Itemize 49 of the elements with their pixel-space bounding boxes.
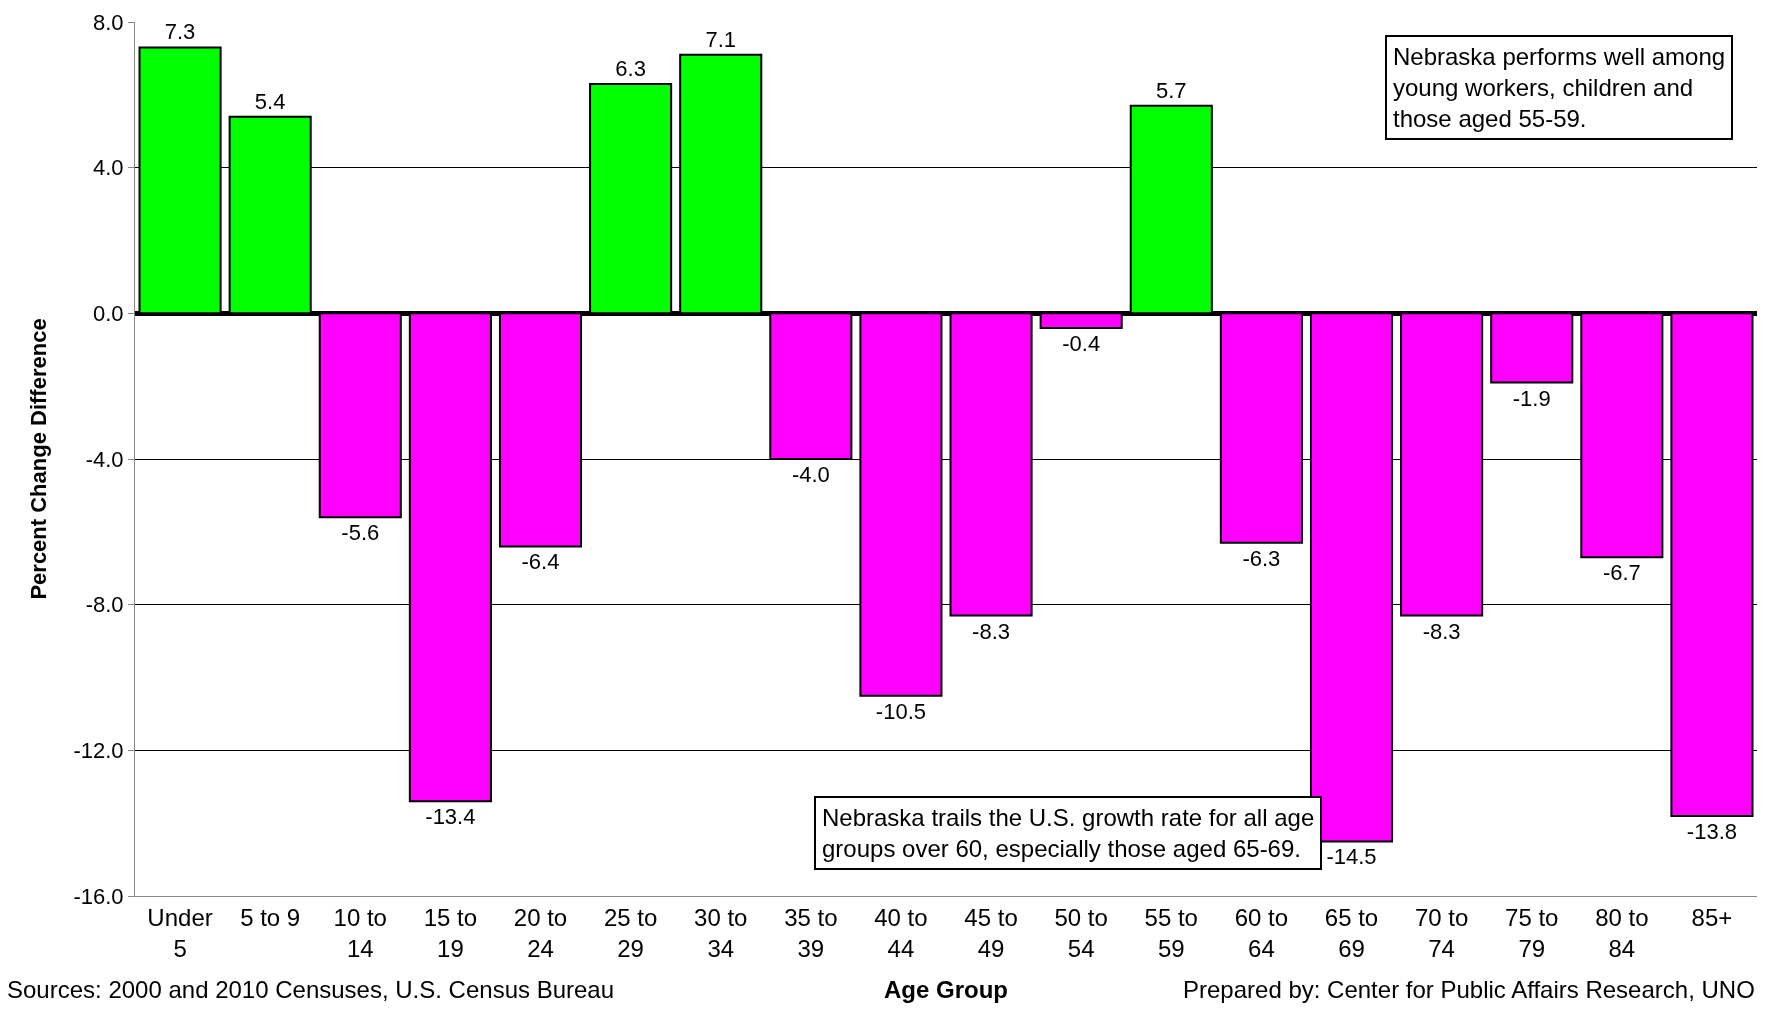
x-tick-label: 55 to 59	[1144, 903, 1198, 962]
data-label: 5.4	[254, 88, 286, 114]
annotation: Nebraska performs well among young workers, children and those aged 55-59.	[1393, 43, 1726, 133]
y-axis-title: Percent Change Difference	[26, 318, 52, 600]
data-label: -10.5	[875, 698, 927, 724]
data-label: 7.1	[705, 26, 737, 52]
data-label: -14.5	[1326, 844, 1377, 870]
x-tick-label: 75 to 79	[1505, 903, 1559, 962]
data-label: -6.4	[521, 549, 560, 575]
y-tick-label: 0.0	[93, 301, 124, 327]
x-tick-label: 10 to 14	[333, 903, 387, 962]
data-label: -13.8	[1686, 818, 1738, 844]
x-tick-label: 40 to 44	[874, 903, 928, 962]
y-tick-label: 4.0	[93, 155, 124, 181]
x-tick-label: 30 to 34	[694, 903, 748, 962]
x-tick-label: 65 to 69	[1324, 903, 1379, 962]
y-tick-label: -4.0	[85, 446, 124, 472]
data-label: 5.7	[1155, 77, 1187, 103]
x-tick-label: 15 to 19	[423, 903, 478, 962]
x-tick-label: 85+	[1691, 903, 1733, 931]
data-label: -8.3	[1422, 618, 1461, 644]
y-tick-label: -8.0	[85, 592, 124, 618]
data-label: 7.3	[164, 19, 196, 45]
x-tick-label: 45 to 49	[964, 903, 1018, 962]
data-label: 6.3	[615, 55, 646, 81]
x-tick-label: 5 to 9	[240, 903, 301, 931]
source-note: Sources: 2000 and 2010 Censuses, U.S. Census Bureau	[7, 976, 615, 1003]
x-axis-title: Age Group	[884, 976, 1008, 1003]
x-tick-label: 70 to 74	[1414, 903, 1469, 962]
x-tick-label: 80 to 84	[1595, 903, 1649, 962]
data-label: -13.4	[425, 804, 476, 830]
data-label: -0.4	[1062, 330, 1101, 356]
data-label: -8.3	[972, 618, 1011, 644]
data-label: -6.7	[1602, 560, 1641, 586]
y-tick-label: 8.0	[93, 9, 124, 35]
x-tick-label: 50 to 54	[1054, 903, 1108, 962]
data-label: -5.6	[341, 520, 380, 546]
text: Prepared by: Center for Public Affairs Research, UNO	[1183, 976, 1755, 1003]
data-label: -6.3	[1242, 545, 1281, 571]
x-tick-label: 25 to 29	[603, 903, 658, 962]
y-tick-label: -16.0	[73, 883, 124, 909]
data-label: -4.0	[791, 462, 830, 487]
x-tick-label: 20 to 24	[513, 903, 568, 962]
x-tick-label: 60 to 64	[1234, 903, 1289, 962]
data-label: -1.9	[1512, 385, 1551, 411]
x-tick-label: 35 to 39	[784, 903, 838, 962]
y-tick-label: -12.0	[73, 738, 124, 764]
annotation: Nebraska trails the U.S. growth rate for all age groups over 60, especially those aged 65-69.	[822, 804, 1315, 863]
x-tick-label: Under 5	[147, 903, 213, 962]
